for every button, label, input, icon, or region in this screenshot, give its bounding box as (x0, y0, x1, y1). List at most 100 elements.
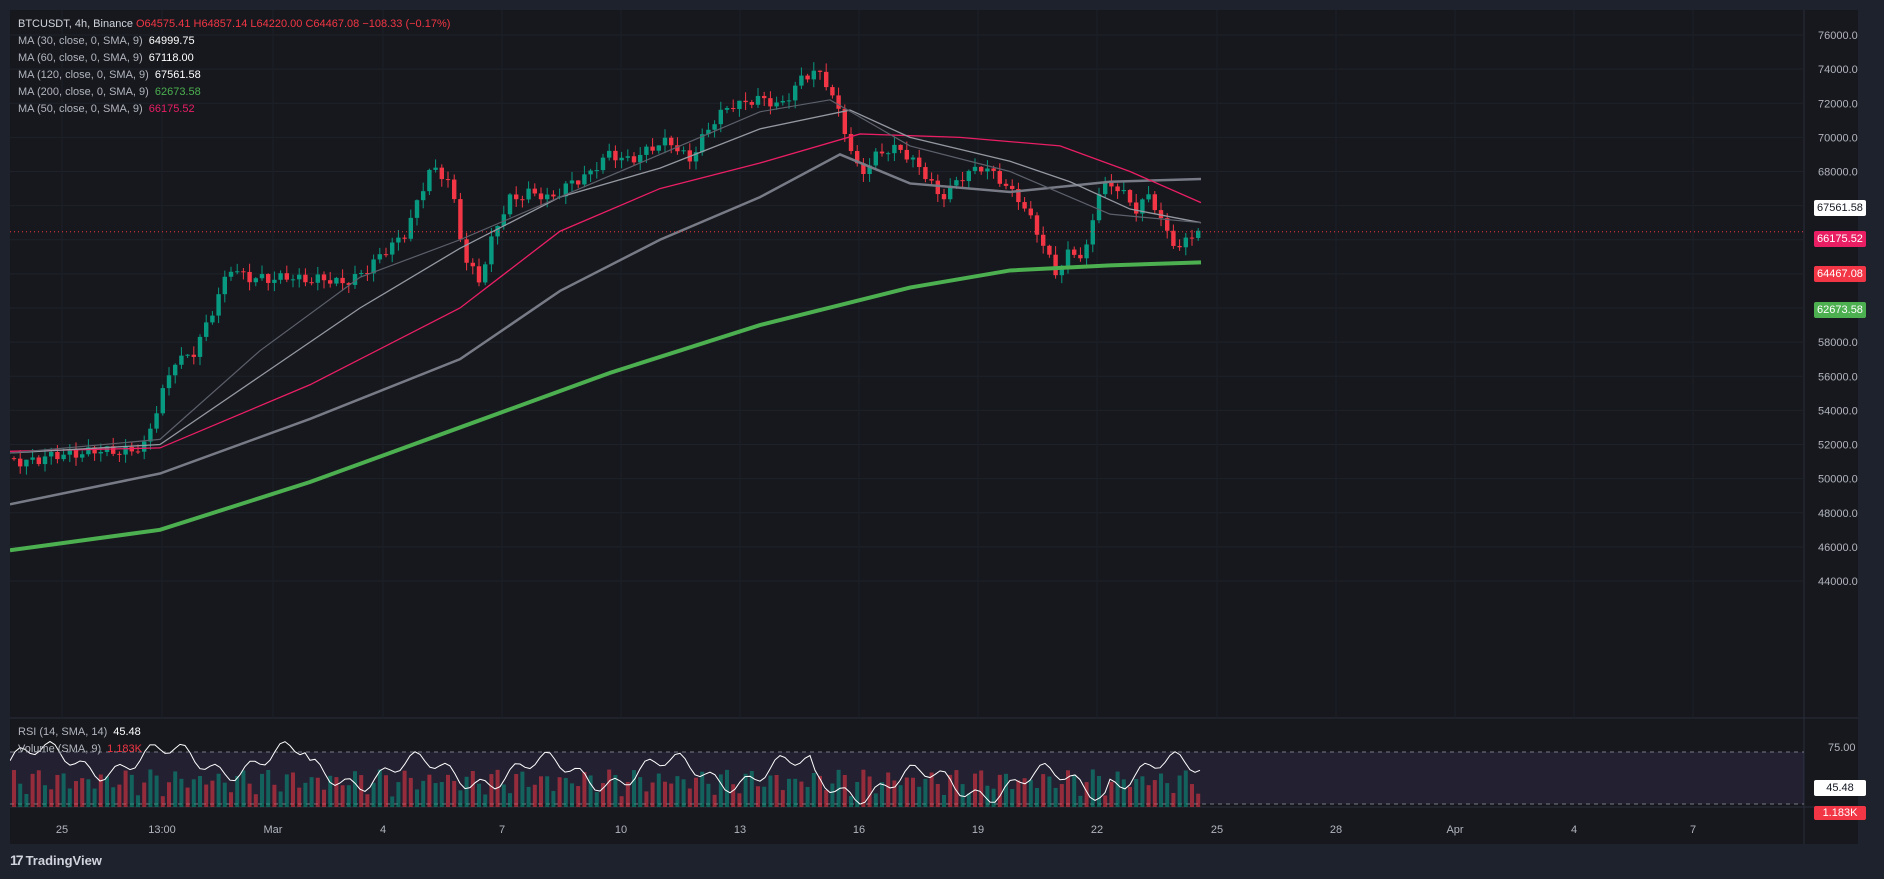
volume-bar (309, 777, 314, 807)
price-axis-label: 74000.00 (1818, 64, 1858, 76)
candle-body (315, 274, 320, 283)
open-value: O64575.41 (136, 18, 191, 30)
chart-canvas[interactable]: 76000.00 74000.00 72000.00 70000.00 68000.00… (10, 10, 1858, 844)
volume-bar (991, 788, 996, 807)
volume-bar (1128, 786, 1132, 807)
volume-bar (74, 781, 78, 807)
volume-bar (123, 770, 128, 807)
indicator-value: 67118.00 (148, 52, 194, 64)
volume-bar (749, 770, 754, 807)
candle-body (148, 428, 153, 442)
indicator-ma30[interactable]: MA (30, close, 0, SMA, 9) 64999.75 (18, 33, 195, 50)
tradingview-logo[interactable]: 17 TradingView (10, 852, 102, 868)
candle-body (867, 165, 872, 175)
volume-bar (818, 775, 822, 807)
candle-body (768, 98, 773, 107)
volume-bar (260, 773, 264, 807)
volume-bar (67, 788, 72, 807)
volume-bar (1084, 782, 1089, 807)
volume-bar (92, 788, 97, 807)
candle-body (861, 163, 866, 175)
volume-bar (446, 774, 450, 807)
price-axis-label: 72000.00 (1818, 98, 1858, 110)
rsi-price-tag: 45.48 (1814, 780, 1866, 796)
chart-frame[interactable]: 76000.00 74000.00 72000.00 70000.00 68000.00… (10, 10, 1866, 844)
volume-bar (216, 773, 221, 807)
volume-bar (780, 790, 785, 807)
volume-value: 1.183K (107, 743, 143, 755)
price-axis-label: 58000.00 (1818, 337, 1858, 349)
candle-body (793, 85, 798, 101)
volume-bar (18, 783, 23, 807)
volume-bar (384, 775, 388, 807)
candle-body (24, 459, 29, 467)
indicator-ma200[interactable]: MA (200, close, 0, SMA, 9) 62673.58 (18, 84, 201, 101)
candle-body (452, 179, 457, 200)
candle-body (941, 194, 947, 200)
rsi-axis-label: 75.00 (1828, 742, 1856, 754)
candle-body (241, 271, 246, 273)
candle-body (576, 180, 581, 185)
volume-bar (1028, 779, 1033, 807)
change-value: −108.33 (−0.17%) (362, 18, 451, 30)
last-price-tag: 64467.08 (1814, 266, 1866, 282)
rsi-legend[interactable]: RSI (14, SMA, 14) 45.48 (18, 724, 141, 741)
candle-body (799, 75, 804, 86)
volume-bar (551, 790, 556, 807)
volume-bar (886, 772, 891, 807)
volume-bar (873, 793, 878, 807)
volume-bar (985, 785, 990, 807)
candle-body (972, 166, 978, 171)
candle-body (67, 449, 72, 455)
candle-body (948, 185, 953, 200)
candle-body (1158, 210, 1164, 219)
candle-body (365, 273, 370, 275)
volume-bar (322, 789, 326, 807)
indicator-value: 67561.58 (154, 69, 201, 81)
candle-body (886, 153, 891, 155)
volume-bar (681, 779, 686, 807)
indicator-label: MA (120, close, 0, SMA, 9) (18, 69, 149, 81)
candle-body (1165, 218, 1170, 231)
volume-bar (842, 774, 847, 807)
volume-bar (12, 770, 16, 807)
symbol-legend[interactable]: BTCUSDT, 4h, Binance O64575.41 H64857.14… (18, 16, 450, 33)
volume-bar (198, 776, 202, 807)
candle-body (1183, 237, 1188, 248)
candle-body (98, 451, 103, 454)
candle-body (681, 150, 686, 152)
time-axis-label: 16 (853, 824, 865, 836)
candle-body (445, 179, 451, 181)
indicator-label: MA (200, close, 0, SMA, 9) (18, 86, 149, 98)
volume-legend[interactable]: Volume (SMA, 9) 1.183K (18, 741, 142, 758)
candle-body (749, 102, 754, 105)
volume-bar (136, 795, 140, 807)
indicator-ma60[interactable]: MA (60, close, 0, SMA, 9) 67118.00 (18, 50, 194, 67)
candle-body (582, 174, 587, 185)
candle-body (117, 453, 122, 455)
volume-bar (427, 774, 432, 807)
volume-bar (117, 784, 122, 807)
candle-body (433, 167, 438, 170)
symbol-label[interactable]: BTCUSDT, 4h, Binance (18, 18, 133, 30)
candle-body (228, 271, 234, 277)
ma120-line (10, 153, 1202, 506)
candle-body (600, 157, 606, 171)
candle-body (712, 124, 717, 130)
volume-bar (1022, 778, 1027, 807)
indicator-ma50[interactable]: MA (50, close, 0, SMA, 9) 66175.52 (18, 101, 195, 118)
volume-bar (253, 794, 258, 807)
candle-body (706, 129, 711, 135)
candle-body (154, 413, 159, 429)
low-value: L64220.00 (250, 18, 303, 30)
candle-body (929, 179, 934, 181)
candle-body (210, 315, 215, 323)
volume-bar (663, 781, 667, 807)
volume-bar (687, 788, 692, 807)
candle-body (669, 137, 674, 146)
candle-body (563, 183, 568, 197)
indicator-ma120[interactable]: MA (120, close, 0, SMA, 9) 67561.58 (18, 67, 201, 84)
candle-body (1189, 237, 1195, 239)
volume-bar (142, 782, 147, 807)
candle-body (1059, 265, 1064, 276)
